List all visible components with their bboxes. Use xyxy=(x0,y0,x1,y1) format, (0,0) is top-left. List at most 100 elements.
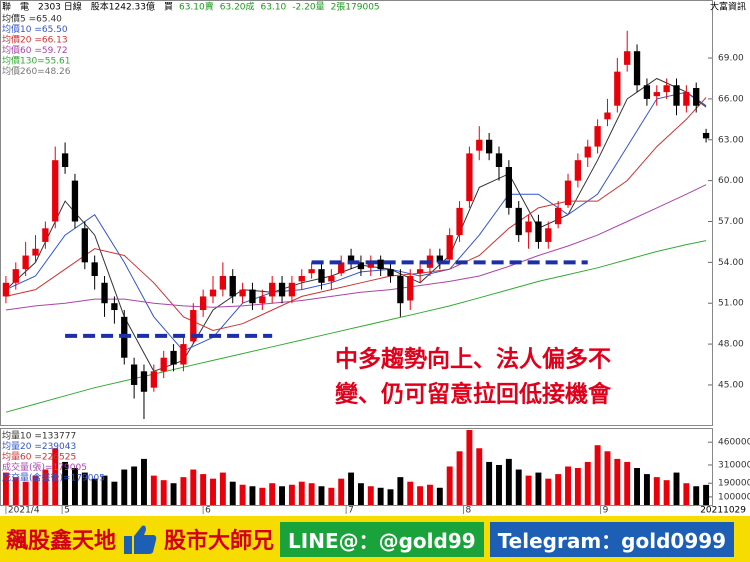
candle-body xyxy=(416,269,424,274)
volume-bar xyxy=(2,472,9,505)
volume-bar xyxy=(535,472,542,505)
candle-body xyxy=(308,269,315,274)
volume-bar xyxy=(288,484,295,505)
x-tick-label: 8 xyxy=(465,506,471,516)
price-frame xyxy=(0,0,713,426)
x-tick-label: 7 xyxy=(348,506,354,516)
volume-frame xyxy=(0,428,713,506)
ma-legend: 均價5 =65.40 xyxy=(2,13,62,25)
volume-bar xyxy=(525,475,532,505)
volume-legend: 成交量(張)=179005 xyxy=(2,461,87,473)
candle-body xyxy=(456,207,463,236)
brand: 飆股鑫天地 xyxy=(6,529,117,554)
volume-bar xyxy=(555,474,562,505)
candle-body xyxy=(170,350,177,365)
volume-bar xyxy=(643,474,650,505)
volume-bar xyxy=(357,483,364,505)
candle-body xyxy=(190,310,197,342)
candle-body xyxy=(633,51,641,86)
candle-body xyxy=(22,255,29,270)
candle-body xyxy=(71,180,79,222)
volume-bar xyxy=(427,484,433,505)
header-item: 63.10 xyxy=(261,3,287,13)
candle-body xyxy=(702,132,710,139)
y-tick-label: 57.00 xyxy=(718,217,744,227)
volume-bar xyxy=(62,461,69,505)
candle-body xyxy=(367,262,374,268)
annotation: 中多趨勢向上、法人偏多不 xyxy=(335,346,611,373)
volume-bar xyxy=(229,481,236,505)
moving-average xyxy=(5,91,707,352)
candle-body xyxy=(338,262,345,274)
candle-body xyxy=(604,112,611,120)
volume-bar xyxy=(683,483,690,505)
x-tick-label: 9 xyxy=(603,506,609,516)
volume-tick-label: 310000 xyxy=(718,460,750,470)
candle-body xyxy=(387,269,394,276)
volume-legend: 均量60 =226525 xyxy=(2,451,76,463)
candle-body xyxy=(683,92,690,106)
thumb-icon xyxy=(124,525,157,554)
volume-bar xyxy=(101,475,108,505)
candle-body xyxy=(111,303,118,311)
x-tick-label: 5 xyxy=(64,506,70,516)
volume-bar xyxy=(703,484,710,505)
candle-body xyxy=(219,275,227,290)
volume-bar xyxy=(32,475,39,505)
candle-body xyxy=(535,221,542,242)
volume-bar xyxy=(456,451,463,505)
volume-bar xyxy=(496,464,502,505)
header-item: 63.20成 xyxy=(220,1,255,13)
volume-tick-label: 460000 xyxy=(718,438,750,448)
volume-bar xyxy=(160,480,167,505)
y-tick-label: 66.00 xyxy=(718,94,744,104)
candle-body xyxy=(91,262,98,276)
candle-body xyxy=(101,282,108,304)
volume-bar xyxy=(338,478,345,505)
candle-body xyxy=(614,71,621,106)
candle-body xyxy=(61,153,69,168)
candle-body xyxy=(397,275,404,304)
candle-body xyxy=(505,167,513,208)
volume-bar xyxy=(515,469,522,505)
candle-body xyxy=(347,255,355,263)
volume-bar xyxy=(545,478,552,505)
volume-legend: 均量10 =133777 xyxy=(2,430,76,442)
candle-body xyxy=(525,221,532,233)
candle-body xyxy=(130,364,138,385)
volume-bar xyxy=(594,445,601,505)
header-item: -2.20量 xyxy=(292,2,324,13)
volume-bar xyxy=(141,458,147,505)
volume-bar xyxy=(348,472,355,505)
candle-body xyxy=(476,139,483,151)
volume-bar xyxy=(663,480,670,505)
volume-bar xyxy=(574,468,581,505)
volume-bar xyxy=(190,469,197,505)
volume-bar xyxy=(505,458,512,505)
y-tick-label: 60.00 xyxy=(718,176,744,186)
volume-bar xyxy=(328,487,335,505)
volume-bar xyxy=(279,486,285,505)
candle-body xyxy=(32,248,39,256)
volume-bar xyxy=(436,487,443,505)
master-name: 股市大師兄 xyxy=(164,529,275,554)
volume-bar xyxy=(624,461,631,505)
candle-body xyxy=(407,275,414,301)
x-tick-label: 6 xyxy=(205,506,211,516)
volume-bar xyxy=(71,468,78,505)
volume-bar xyxy=(387,489,394,505)
volume-bar xyxy=(200,474,207,505)
moving-average xyxy=(5,184,707,311)
volume-bar xyxy=(466,430,473,505)
volume-bar xyxy=(219,472,226,505)
volume-bar xyxy=(693,486,700,505)
volume-bar xyxy=(476,448,483,505)
volume-bar xyxy=(614,458,621,505)
candle-body xyxy=(584,146,591,158)
telegram-id: Telegram：gold0999 xyxy=(489,521,735,557)
candle-body xyxy=(278,282,286,297)
candle-body xyxy=(545,228,552,242)
y-tick-label: 54.00 xyxy=(718,258,744,268)
volume-bar xyxy=(131,466,138,505)
